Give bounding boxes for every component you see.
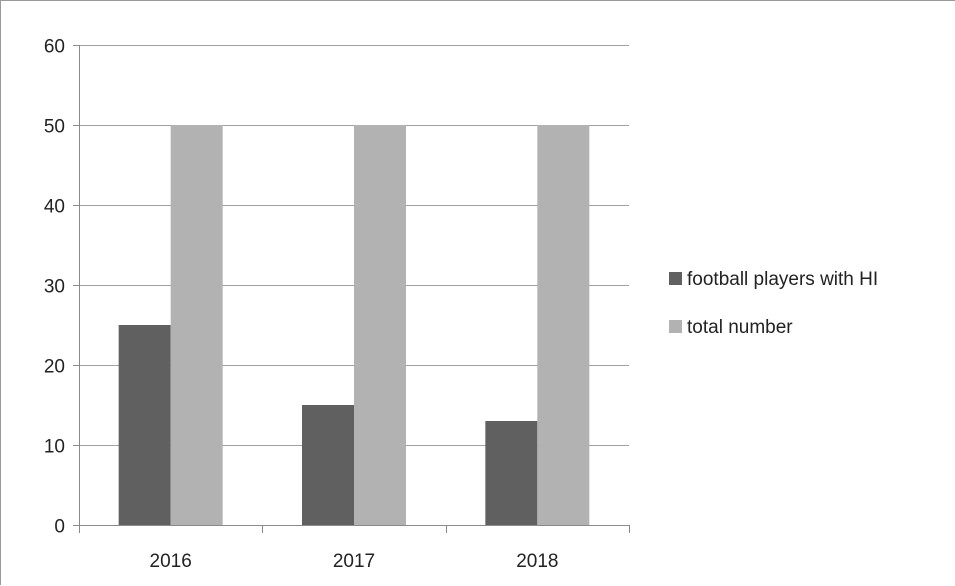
x-tick-label: 2016 xyxy=(150,551,192,572)
bar-football-players-with-hi-2018 xyxy=(485,421,538,525)
legend-label: football players with HI xyxy=(687,269,878,290)
axes xyxy=(73,45,630,533)
legend-swatch xyxy=(669,272,682,285)
y-tick-label: 20 xyxy=(44,357,65,378)
bar-football-players-with-hi-2016 xyxy=(118,325,171,525)
bar-total-number-2018 xyxy=(537,125,590,525)
y-tick-label: 10 xyxy=(44,437,65,458)
bar-football-players-with-hi-2017 xyxy=(302,405,354,525)
y-tick-label: 40 xyxy=(44,197,65,218)
legend-swatch xyxy=(669,320,682,333)
bars xyxy=(118,125,590,525)
bar-total-number-2016 xyxy=(170,125,223,525)
y-tick-label: 30 xyxy=(44,277,65,298)
y-tick-label: 0 xyxy=(54,517,65,538)
x-tick-label: 2018 xyxy=(516,551,558,572)
x-tick-label: 2017 xyxy=(333,551,375,572)
y-tick-label: 50 xyxy=(44,117,65,138)
legend-label: total number xyxy=(687,317,793,338)
legend: football players with HI total number xyxy=(669,269,878,338)
y-tick-labels: 0 10 20 30 40 50 60 xyxy=(44,37,65,538)
y-tick-label: 60 xyxy=(44,37,65,58)
x-tick-labels: 2016 2017 2018 xyxy=(150,551,559,572)
bar-total-number-2017 xyxy=(354,125,406,525)
